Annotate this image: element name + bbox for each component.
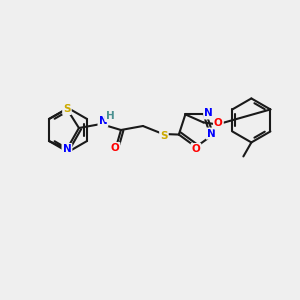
Text: H: H xyxy=(106,111,114,121)
Text: S: S xyxy=(160,131,168,141)
Text: N: N xyxy=(99,116,107,126)
Text: N: N xyxy=(204,108,213,118)
Text: N: N xyxy=(63,144,71,154)
Text: S: S xyxy=(63,104,71,114)
Text: N: N xyxy=(207,129,215,139)
Text: O: O xyxy=(214,118,223,128)
Text: O: O xyxy=(111,143,119,153)
Text: O: O xyxy=(192,144,200,154)
